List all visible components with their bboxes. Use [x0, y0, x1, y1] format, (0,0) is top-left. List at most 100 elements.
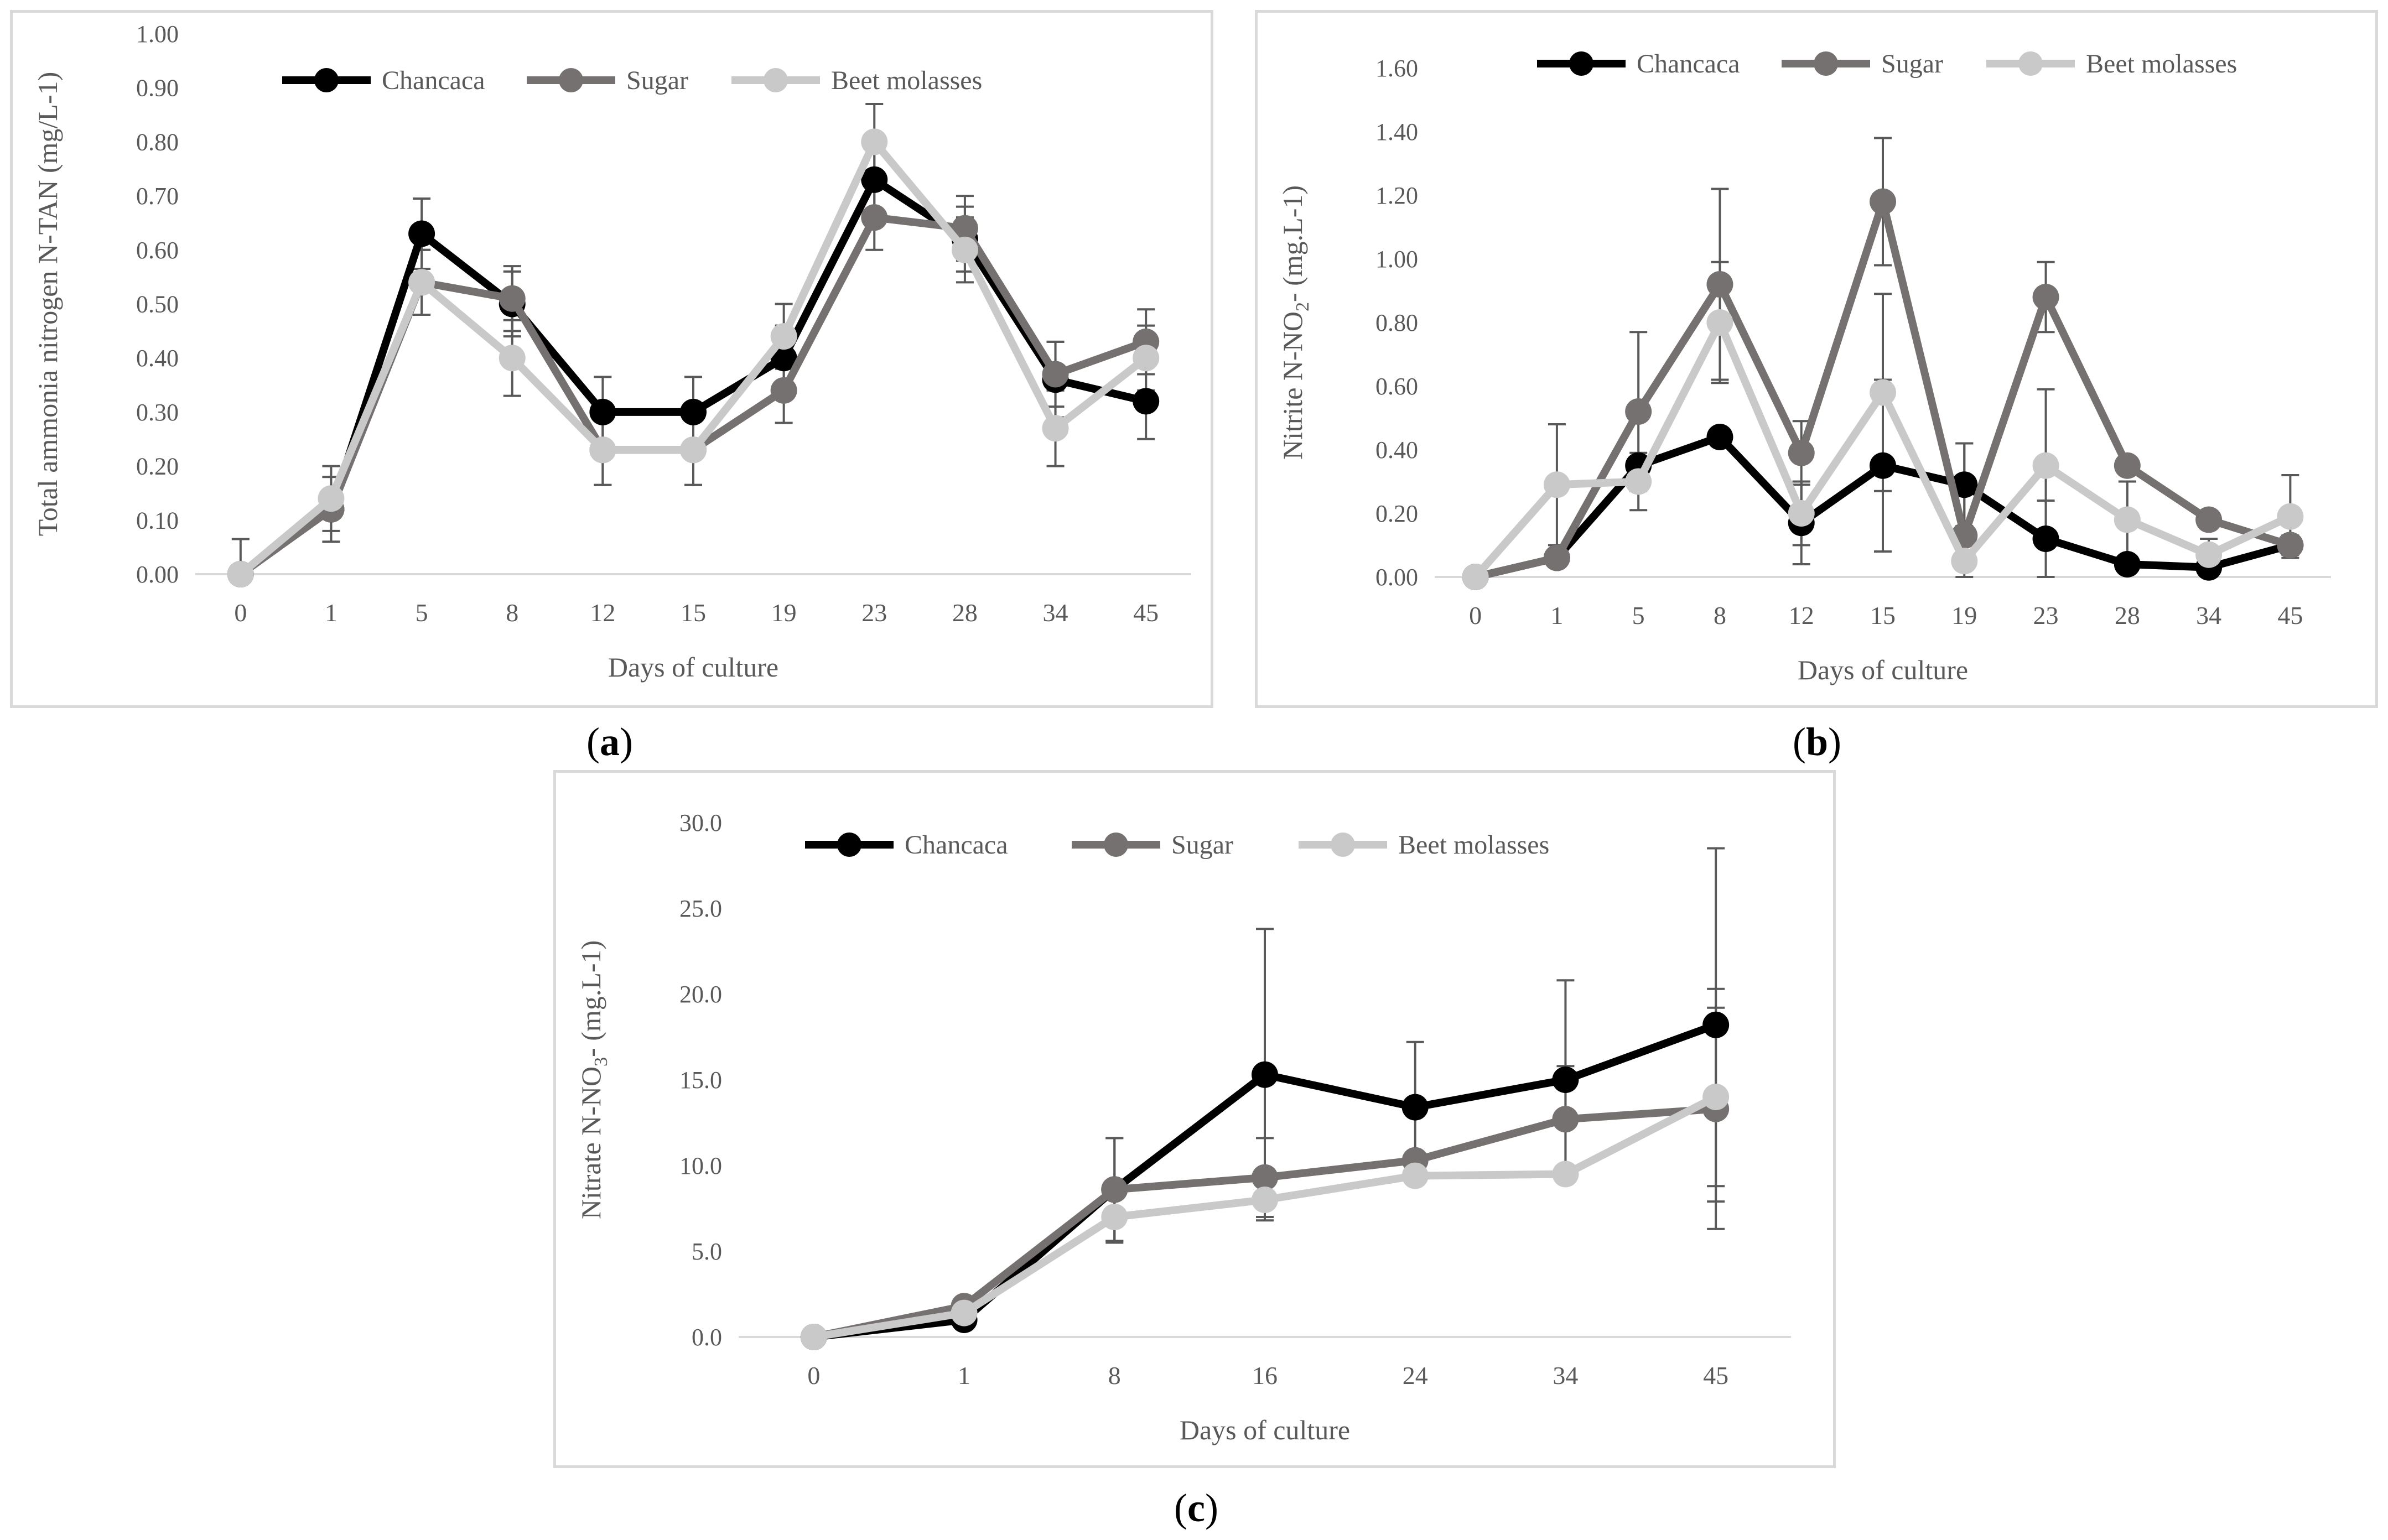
data-point-sugar	[1552, 1106, 1579, 1133]
data-point-sugar	[951, 215, 978, 242]
nitrite-chart: 0.000.200.400.600.801.001.201.401.600 1 5 8…	[1277, 49, 2331, 685]
legend-marker-beet-molasses	[1331, 833, 1355, 857]
data-point-beet-molasses	[1101, 1204, 1128, 1230]
legend-marker-beet-molasses	[764, 68, 788, 92]
data-point-beet-molasses	[499, 345, 526, 372]
data-point-beet-molasses	[1702, 1084, 1730, 1110]
y-tick-label: 0.10	[136, 507, 179, 534]
legend-label-beet-molasses: Beet molasses	[1398, 830, 1549, 860]
legend-marker-chancaca	[837, 833, 861, 857]
data-point-sugar	[2114, 452, 2141, 479]
data-point-sugar	[1870, 188, 1896, 215]
x-tick-label: 24	[1403, 1361, 1428, 1390]
y-tick-label: 0.50	[136, 291, 179, 318]
y-axis-title: Nitrite N-NO2- (mg.L-1)	[1277, 185, 1313, 460]
x-tick-label: 19	[771, 599, 797, 627]
y-tick-label: 0.00	[1375, 564, 1418, 591]
x-axis-title: Days of culture	[608, 652, 778, 683]
x-tick-label: 0	[1469, 601, 1482, 629]
y-tick-label: 0.90	[136, 75, 179, 102]
y-tick-label: 1.00	[136, 20, 179, 48]
y-tick-label: 25.0	[679, 895, 722, 922]
x-tick-label: 45	[2277, 601, 2303, 629]
data-point-sugar	[1706, 271, 1733, 298]
data-point-beet-molasses	[408, 269, 435, 296]
y-tick-label: 0.80	[1375, 309, 1418, 336]
data-point-beet-molasses	[1543, 471, 1570, 498]
data-point-sugar	[1625, 398, 1652, 425]
data-point-beet-molasses	[1401, 1162, 1429, 1189]
x-tick-label: 23	[2033, 601, 2059, 629]
data-point-beet-molasses	[1462, 564, 1489, 590]
x-tick-label: 1	[958, 1361, 970, 1390]
legend-marker-chancaca	[314, 68, 339, 92]
data-point-beet-molasses	[1042, 415, 1069, 442]
data-point-beet-molasses	[951, 1299, 978, 1326]
series-line-beet-molasses	[238, 138, 1149, 578]
legend-marker-sugar	[1104, 833, 1128, 857]
legend-label-sugar: Sugar	[1881, 49, 1943, 79]
data-point-beet-molasses	[1133, 345, 1160, 372]
y-axis-title: Nitrate N-NO3- (mg.L-1)	[575, 940, 611, 1219]
data-point-beet-molasses	[1252, 1187, 1278, 1213]
panel-b-caption: (b)	[1793, 720, 1842, 764]
data-point-beet-molasses	[2195, 541, 2223, 568]
data-point-beet-molasses	[1625, 468, 1652, 495]
x-tick-label: 8	[1714, 601, 1726, 629]
data-point-chancaca	[1706, 424, 1733, 450]
data-point-sugar	[1101, 1176, 1128, 1203]
legend-marker-chancaca	[1569, 51, 1593, 76]
x-tick-label: 28	[952, 599, 978, 627]
y-tick-label: 0.20	[136, 453, 179, 480]
x-axis-title: Days of culture	[1798, 654, 1968, 685]
panel-b-frame: 0.00 0.20 0.40 0.60 0.80 1.00 1.20 1.40 1.60 0 1 5 8…	[1255, 10, 2378, 708]
y-tick-label: 0.60	[1375, 373, 1418, 400]
data-point-chancaca	[408, 220, 435, 247]
y-tick-label: 1.20	[1375, 182, 1418, 209]
y-tick-label: 0.40	[136, 345, 179, 372]
data-point-chancaca	[1702, 1011, 1730, 1038]
data-point-beet-molasses	[861, 128, 888, 155]
data-point-sugar	[1543, 544, 1570, 571]
y-tick-label: 0.0	[692, 1324, 722, 1351]
y-tick-label: 10.0	[679, 1152, 722, 1179]
data-point-chancaca	[861, 166, 888, 193]
x-tick-label: 45	[1703, 1361, 1728, 1390]
panel-c-frame: 0.0 5.0 10.0 15.0 20.0 25.0 30.0 0 1 8 16 24 34 45 Day…	[553, 770, 1836, 1468]
legend-label-chancaca: Chancaca	[382, 66, 485, 95]
panel-a-caption: (a)	[586, 720, 633, 764]
y-tick-label: 1.40	[1375, 118, 1418, 145]
y-tick-label: 0.80	[136, 128, 179, 155]
data-point-beet-molasses	[2032, 452, 2059, 479]
y-tick-label: 5.0	[692, 1238, 722, 1265]
data-point-beet-molasses	[1706, 309, 1733, 336]
data-point-beet-molasses	[1788, 500, 1815, 527]
legend-label-sugar: Sugar	[626, 66, 688, 95]
data-point-beet-molasses	[227, 561, 254, 587]
x-tick-label: 34	[1553, 1361, 1578, 1390]
data-point-sugar	[770, 377, 797, 404]
data-point-sugar	[1788, 439, 1815, 466]
data-point-sugar	[861, 204, 888, 231]
x-tick-label: 34	[1043, 599, 1068, 627]
data-point-beet-molasses	[800, 1324, 827, 1350]
data-point-sugar	[1042, 361, 1069, 388]
y-tick-label: 0.00	[136, 561, 179, 588]
data-point-beet-molasses	[2277, 503, 2304, 530]
y-tick-label: 15.0	[679, 1066, 722, 1094]
data-point-sugar	[499, 285, 526, 312]
ammonia-chart: 0.00 0.10 0.20 0.30 0.40 0.50 0.60 0.70 0.80 0.90…	[32, 20, 1191, 683]
data-point-beet-molasses	[680, 436, 707, 464]
x-tick-label: 8	[506, 599, 518, 627]
x-axis-title: Days of culture	[1180, 1414, 1350, 1445]
data-point-chancaca	[770, 345, 797, 372]
data-point-chancaca	[589, 398, 616, 425]
x-tick-label: 12	[1789, 601, 1814, 629]
y-tick-label: 1.00	[1375, 246, 1418, 273]
y-tick-label: 20.0	[679, 981, 722, 1008]
data-point-beet-molasses	[1870, 379, 1896, 406]
nitrate-chart: 0.0 5.0 10.0 15.0 20.0 25.0 30.0 0 1 8 16 24 34 45 Day…	[575, 809, 1791, 1445]
data-point-beet-molasses	[318, 485, 345, 512]
y-tick-label: 0.30	[136, 399, 179, 426]
x-tick-label: 5	[416, 599, 428, 627]
